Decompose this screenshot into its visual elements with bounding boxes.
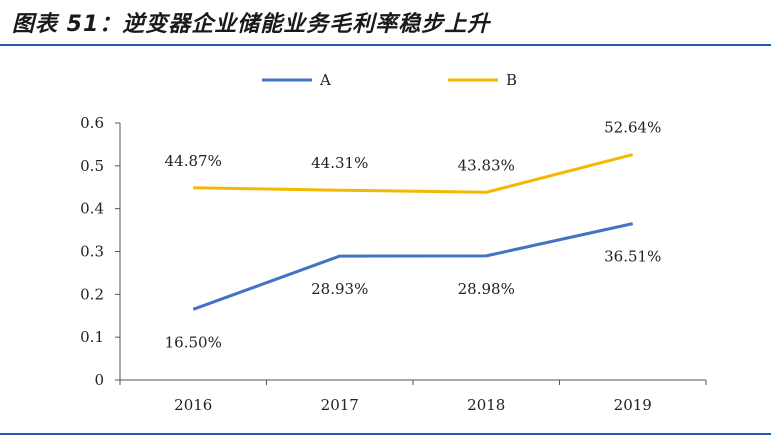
y-tick-label: 0	[94, 371, 104, 389]
chart-data-labels: 16.50% 28.93% 28.98% 36.51% 44.87% 44.31% 43.8…	[165, 119, 662, 352]
series-line-B	[193, 153, 634, 194]
legend-label: A	[319, 71, 331, 89]
chart-axes: 0 0.1 0.2 0.3 0.4 0.5 0.6 2016 2017 2018 2019	[80, 114, 707, 414]
x-tick-label: 2017	[321, 396, 359, 414]
y-tick-label: 0.5	[80, 157, 104, 175]
figure-header: 图表 51：逆变器企业储能业务毛利率稳步上升	[0, 0, 771, 46]
data-label: 44.87%	[165, 152, 222, 170]
legend-label: B	[506, 71, 517, 89]
x-tick-label: 2019	[614, 396, 652, 414]
y-tick-label: 0.6	[80, 114, 104, 132]
data-label: 43.83%	[458, 156, 515, 174]
data-label: 44.31%	[311, 154, 368, 172]
footer-divider	[0, 433, 771, 435]
x-tick-label: 2018	[467, 396, 505, 414]
data-label: 52.64%	[604, 119, 661, 137]
legend-item: A	[262, 71, 331, 89]
chart-series	[192, 153, 634, 311]
y-tick-label: 0.2	[80, 285, 104, 303]
figure-title: 图表 51：逆变器企业储能业务毛利率稳步上升	[12, 12, 491, 37]
series-line-A	[192, 222, 634, 311]
data-label: 28.98%	[458, 280, 515, 298]
y-tick-label: 0.4	[80, 200, 104, 218]
y-tick-label: 0.1	[80, 328, 104, 346]
x-tick-label: 2016	[174, 396, 212, 414]
data-label: 28.93%	[311, 280, 368, 298]
data-label: 16.50%	[165, 333, 222, 351]
data-label: 36.51%	[604, 248, 661, 266]
legend-item: B	[448, 71, 517, 89]
y-tick-label: 0.3	[80, 243, 104, 261]
